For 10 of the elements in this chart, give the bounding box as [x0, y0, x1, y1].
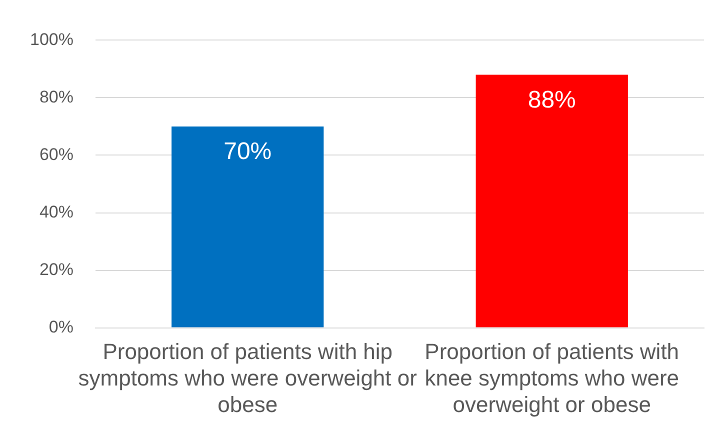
y-tick-label: 0% [48, 317, 74, 336]
y-tick-label: 20% [39, 260, 74, 279]
y-tick-label: 40% [39, 202, 74, 222]
y-tick-label: 60% [39, 144, 74, 164]
data-label: 88% [528, 86, 576, 114]
y-tick-label: 80% [39, 87, 74, 106]
data-label: 70% [224, 138, 272, 166]
x-tick-label: Proportion of patients with hip symptoms who were overweight or obese [78, 339, 417, 417]
y-tick-label: 100% [30, 30, 74, 49]
x-tick-label: Proportion of patients with knee symptoms who were overweight or obese [424, 339, 680, 417]
